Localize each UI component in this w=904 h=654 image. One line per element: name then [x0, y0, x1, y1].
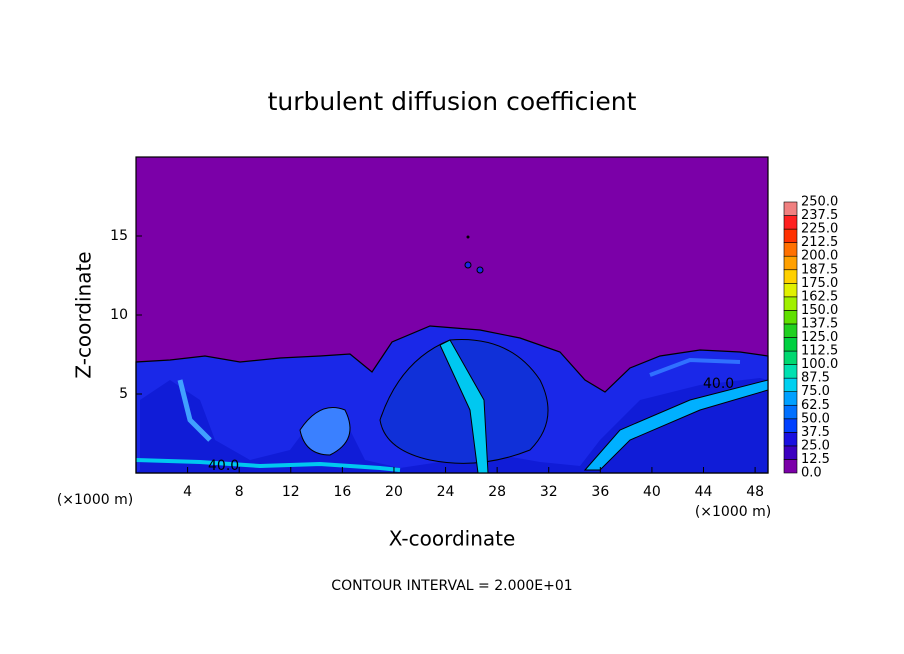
colorbar-cell: [783, 269, 798, 284]
y-tick-label: 15: [110, 228, 128, 244]
colorbar-cell: [783, 337, 798, 352]
x-unit-label: (×1000 m): [695, 504, 771, 520]
colorbar-label: 62.5: [801, 398, 830, 413]
colorbar-label: 37.5: [801, 425, 830, 440]
colorbar-label: 187.5: [801, 262, 838, 277]
colorbar-cell: [783, 459, 798, 474]
colorbar-label: 100.0: [801, 357, 838, 372]
colorbar-cell: [783, 377, 798, 392]
colorbar-label: 125.0: [801, 330, 838, 345]
colorbar-label: 112.5: [801, 344, 838, 359]
colorbar-label: 25.0: [801, 438, 830, 453]
contour-label: 40.0: [703, 376, 734, 392]
x-tick-label: 40: [643, 484, 661, 500]
x-tick-label: 44: [695, 484, 713, 500]
x-tick-label: 28: [488, 484, 506, 500]
colorbar-label: 200.0: [801, 249, 838, 264]
y-tick-label: 10: [110, 307, 128, 323]
colorbar-label: 250.0: [801, 195, 838, 210]
x-tick-label: 20: [385, 484, 403, 500]
x-tick-label: 48: [746, 484, 764, 500]
x-tick-label: 12: [282, 484, 300, 500]
contour-field: [135, 157, 769, 474]
colorbar-label: 75.0: [801, 384, 830, 399]
x-tick-label: 4: [183, 484, 192, 500]
colorbar-cell: [783, 432, 798, 447]
colorbar-cell: [783, 404, 798, 420]
colorbar-cell: [783, 350, 798, 365]
x-tick-label: 8: [235, 484, 244, 500]
colorbar-label: 150.0: [801, 303, 838, 318]
colorbar-cell: [783, 215, 798, 230]
x-tick-label: 16: [333, 484, 351, 500]
x-axis-label: X-coordinate: [389, 527, 516, 551]
colorbar-label: 175.0: [801, 276, 838, 291]
colorbar-cell: [783, 201, 798, 216]
colorbar-label: 87.5: [801, 371, 830, 386]
colorbar-cell: [783, 364, 798, 379]
colorbar-label: 162.5: [801, 289, 838, 304]
y-unit-label: (×1000 m): [57, 492, 133, 508]
x-tick-label: 32: [540, 484, 558, 500]
annotation: CONTOUR INTERVAL = 2.000E+01: [331, 578, 572, 594]
colorbar-cell: [783, 445, 798, 460]
colorbar-cell: [783, 242, 798, 257]
y-tick-label: 5: [119, 386, 128, 402]
colorbar-label: 237.5: [801, 208, 838, 223]
colorbar-label: 225.0: [801, 222, 838, 237]
colorbar-label: 212.5: [801, 235, 838, 250]
colorbar-label: 0.0: [801, 466, 822, 481]
colorbar-cell: [783, 391, 798, 406]
colorbar-label: 137.5: [801, 316, 838, 331]
colorbar-cell: [783, 282, 798, 298]
colorbar-cell: [783, 418, 798, 433]
x-tick-label: 24: [437, 484, 455, 500]
contour-label: 40.0: [208, 458, 239, 474]
colorbar-cell: [783, 323, 798, 338]
colorbar-cell: [783, 296, 798, 311]
y-axis-label: Z-coordinate: [72, 251, 96, 378]
colorbar-cell: [783, 228, 798, 243]
colorbar-cell: [783, 255, 798, 271]
colorbar-label: 50.0: [801, 411, 830, 426]
colorbar-label: 12.5: [801, 452, 830, 467]
colorbar-cell: [783, 310, 798, 325]
x-tick-label: 36: [591, 484, 609, 500]
chart-title: turbulent diffusion coefficient: [268, 87, 637, 116]
